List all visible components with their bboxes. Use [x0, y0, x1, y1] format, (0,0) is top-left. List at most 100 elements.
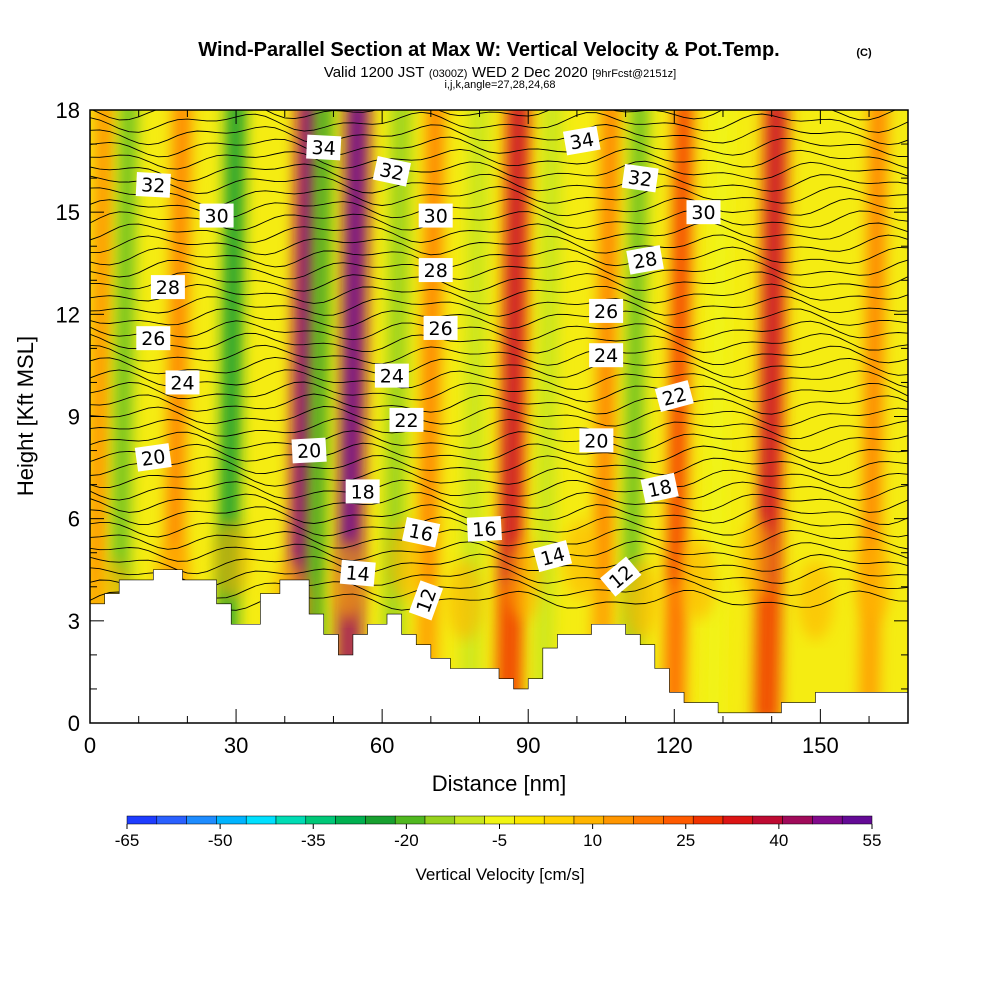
colorbar-swatch [335, 815, 366, 825]
low-level-patch-13 [855, 539, 892, 620]
subtitle-utc: (0300Z) [429, 68, 468, 80]
theta-contour-line [90, 381, 908, 403]
y-tick-label: 12 [56, 302, 80, 327]
contour-label-text: 28 [156, 277, 180, 299]
contour-label-30: 30 [686, 200, 721, 225]
contour-label-34: 34 [562, 125, 601, 156]
theta-contour-line [90, 160, 908, 182]
theta-contour-line [90, 455, 908, 477]
low-level-patch-6 [446, 560, 483, 641]
theta-contour-line [90, 234, 908, 256]
low-level-patch-8 [563, 519, 600, 600]
colorbar-swatch [216, 815, 247, 825]
colorbar-swatch [782, 815, 813, 825]
contour-label-text: 28 [424, 260, 448, 282]
colorbar-swatch [454, 815, 485, 825]
contour-label-text: 20 [140, 446, 167, 471]
colorbar-swatch [752, 815, 783, 825]
contour-label-text: 24 [594, 345, 618, 367]
x-tick-label: 0 [84, 733, 96, 758]
contour-label-18: 18 [345, 479, 380, 504]
y-tick-label: 15 [56, 200, 80, 225]
theta-contour-line [90, 320, 908, 342]
colorbar-swatch [573, 815, 605, 825]
theta-contour-line [90, 418, 908, 440]
subtitle-date: WED 2 Dec 2020 [472, 64, 588, 81]
colorbar-swatch [484, 815, 515, 825]
subtitle-fcst: [9hrFcst@2151z] [592, 68, 676, 80]
contour-label-24: 24 [589, 343, 624, 368]
contour-label-text: 26 [428, 318, 452, 340]
contour-label-text: 32 [627, 167, 654, 192]
theta-contour-line [90, 308, 908, 330]
theta-contour-line [90, 442, 908, 464]
x-axis-label: Distance [nm] [432, 771, 567, 796]
colorbar-swatch [126, 815, 158, 825]
theta-contour-line [90, 246, 908, 268]
colorbar-tick-label: -35 [301, 831, 326, 850]
contour-label-text: 24 [170, 372, 194, 394]
contour-label-28: 28 [418, 258, 453, 283]
contour-label-text: 24 [380, 366, 404, 388]
y-axis: 0 3 6 9 12 15 18 [56, 98, 908, 736]
contour-label-text: 20 [584, 430, 608, 452]
theta-contour-line [90, 430, 908, 452]
theta-contour-line [90, 393, 908, 415]
colorbar-swatch [663, 815, 694, 825]
contour-label-14: 14 [339, 559, 376, 587]
contour-label-20: 20 [579, 428, 614, 453]
colorbar-tick-label: -65 [115, 831, 140, 850]
contour-label-text: 18 [351, 481, 375, 503]
contour-label-20: 20 [134, 443, 172, 472]
theta-contour-line [90, 185, 908, 207]
contour-label-28: 28 [626, 245, 664, 275]
downdraft-band-2 [303, 110, 334, 723]
contour-label-text: 22 [394, 410, 418, 432]
contour-label-26: 26 [423, 315, 458, 340]
contour-label-20: 20 [291, 437, 327, 464]
contour-label-text: 18 [646, 476, 674, 503]
colorbar: -65 -50 -35 -20 -5 10 25 40 55 [115, 815, 882, 850]
x-tick-label: 120 [656, 733, 693, 758]
theta-contour-line [90, 332, 908, 354]
low-level-patch-2 [213, 519, 250, 600]
theta-contour-line [90, 565, 908, 587]
x-tick-label: 60 [370, 733, 394, 758]
colorbar-tick-label: 55 [863, 831, 882, 850]
contour-label-30: 30 [199, 203, 234, 228]
contour-label-text: 30 [691, 202, 715, 224]
theta-contour-line [90, 369, 908, 391]
contour-label-text: 32 [378, 159, 406, 186]
contour-label-32: 32 [372, 156, 412, 187]
low-level-patch-12 [797, 560, 834, 641]
theta-contour-line [90, 405, 908, 428]
contour-label-text: 34 [568, 129, 596, 155]
title-text: Wind-Parallel Section at Max W: Vertical… [198, 39, 779, 61]
theta-contour-line [90, 467, 908, 489]
y-tick-label: 18 [56, 98, 80, 123]
theta-contour-line [90, 172, 908, 195]
colorbar-swatch [424, 815, 456, 825]
contour-label-text: 20 [297, 440, 322, 463]
contour-label-18: 18 [640, 472, 679, 504]
x-tick-label: 90 [516, 733, 540, 758]
colorbar-swatch [394, 815, 426, 825]
theta-contour-line [90, 528, 908, 550]
contour-label-text: 28 [631, 248, 659, 274]
contour-label-16: 16 [401, 517, 441, 548]
y-tick-label: 3 [68, 609, 80, 634]
contour-label-24: 24 [165, 370, 200, 395]
colorbar-swatch [692, 815, 724, 825]
x-tick-label: 150 [802, 733, 839, 758]
theta-contour-line [90, 491, 908, 513]
colorbar-tick-label: 10 [583, 831, 602, 850]
contour-label-text: 30 [424, 206, 448, 228]
contour-label-text: 16 [472, 518, 497, 541]
theta-contour-line [90, 553, 908, 575]
theta-contour-line [90, 540, 908, 562]
colorbar-tick-label: -50 [208, 831, 233, 850]
y-tick-label: 6 [68, 507, 80, 532]
theta-contours [90, 110, 908, 611]
